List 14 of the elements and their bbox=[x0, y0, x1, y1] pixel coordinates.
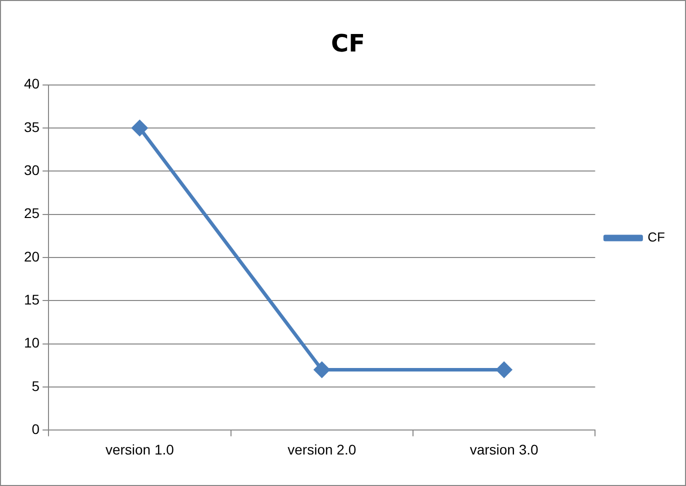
y-tick-label: 35 bbox=[24, 118, 40, 135]
x-tick-label: version 1.0 bbox=[105, 441, 174, 458]
y-tick-label: 5 bbox=[32, 378, 40, 394]
y-tick-label: 0 bbox=[32, 421, 40, 438]
y-tick-label: 40 bbox=[24, 76, 40, 92]
x-tick-label: varsion 3.0 bbox=[470, 441, 539, 458]
y-tick-label: 15 bbox=[24, 292, 40, 308]
y-tick-label: 30 bbox=[24, 162, 40, 178]
legend-label: CF bbox=[648, 230, 666, 245]
chart-title: CF bbox=[330, 30, 366, 58]
y-tick-label: 25 bbox=[24, 205, 40, 222]
x-tick-label: version 2.0 bbox=[288, 441, 356, 458]
y-tick-label: 10 bbox=[24, 334, 40, 351]
y-tick-label: 20 bbox=[24, 248, 40, 264]
